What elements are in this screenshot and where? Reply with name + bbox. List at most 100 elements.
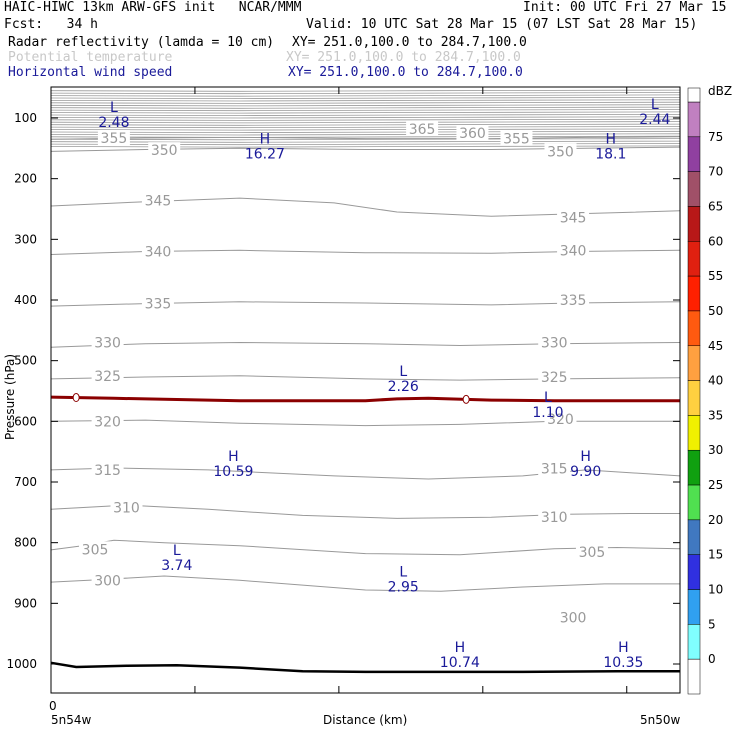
colorbar-level-label: 45 (708, 339, 723, 353)
field2-xy: XY= 251.0,100.0 to 284.7,100.0 (286, 50, 521, 65)
theta-contour-label: 300 (560, 610, 587, 626)
theta-label-bg (91, 572, 124, 588)
y-tick-label: 1000 (6, 657, 37, 671)
wind-extremum: L3.74 (161, 543, 192, 574)
wind-speed-extrema: L2.48L2.44H16.27H18.1L2.26L1.10H10.59H9.… (98, 97, 670, 671)
y-tick-label: 700 (14, 475, 37, 489)
theta-label-bg (538, 334, 571, 350)
potential-temperature-contours: 300 300 305 305 310 310 315 315 320 320 325 325 330 3… (50, 120, 681, 626)
theta-contour-label: 330 (541, 335, 568, 351)
colorbar-swatch (687, 554, 701, 590)
theta-label-bg (141, 243, 174, 259)
field1-name: Radar reflectivity (lamda = 10 cm) (8, 35, 275, 50)
wind-extremum-value: 10.35 (603, 655, 643, 671)
theta-label-bg (544, 410, 577, 426)
y-tick-label: 500 (14, 354, 37, 368)
theta-label-bg (557, 292, 590, 307)
theta-contour-label: 310 (113, 500, 140, 516)
theta-label-bg (538, 509, 571, 525)
upper-theta-line (50, 114, 681, 117)
upper-theta-line (50, 118, 681, 121)
wind-extremum-type: L (173, 543, 181, 559)
wind-extremum: H10.35 (603, 640, 643, 671)
wind-extremum: L2.44 (639, 97, 670, 128)
wind-extremum: H10.59 (213, 449, 253, 480)
colorbar-swatch (687, 206, 701, 242)
wind-extremum: H10.74 (440, 640, 480, 671)
upper-theta-line (50, 133, 681, 136)
colorbar-swatch (687, 449, 701, 486)
colorbar-level-label: 10 (708, 583, 723, 597)
colorbar-level-label: 30 (708, 443, 723, 457)
header-title: HAIC-HIWC 13km ARW-GFS init NCAR/MMM (4, 0, 302, 15)
theta-label-bg (456, 125, 489, 141)
wind-extremum-type: L (399, 364, 407, 380)
colorbar-level-label: 20 (708, 513, 723, 527)
upper-theta-line (50, 89, 681, 92)
upper-theta-line (50, 130, 681, 134)
x-end-label: 5n50w (640, 713, 681, 727)
colorbar-swatch (687, 310, 701, 347)
theta-contour-label: 310 (541, 510, 568, 526)
wind-extremum-type: L (544, 390, 552, 406)
colorbar-level-label: 75 (708, 130, 723, 144)
wind-extremum: L1.10 (532, 390, 563, 421)
wind-extremum-value: 3.74 (161, 558, 192, 574)
upper-theta-line (50, 121, 681, 124)
theta-label-bg (148, 142, 181, 158)
colorbar-swatch (687, 171, 701, 207)
wind-extremum: L2.95 (388, 565, 419, 596)
theta-contour-line (50, 419, 680, 427)
theta-label-bg (575, 543, 608, 559)
theta-contour-label: 305 (579, 545, 606, 561)
colorbar-swatch (687, 624, 701, 660)
freezing-marker (72, 393, 80, 403)
upper-theta-line (50, 106, 681, 109)
theta-contour-label: 315 (94, 463, 121, 479)
theta-contour-label: 305 (82, 542, 109, 558)
theta-contour-label: 300 (94, 573, 121, 589)
field3-xy: XY= 251.0,100.0 to 284.7,100.0 (288, 65, 523, 80)
theta-contour-label: 315 (541, 462, 568, 478)
wind-extremum-value: 9.90 (570, 464, 601, 480)
wind-extremum-value: 2.95 (388, 580, 419, 596)
wind-extremum-type: H (618, 640, 629, 656)
field1-xy: XY= 251.0,100.0 to 284.7,100.0 (292, 35, 527, 50)
theta-label-bg (91, 413, 124, 429)
theta-contour-line (50, 504, 680, 519)
theta-contour-label: 320 (94, 414, 121, 430)
colorbar-swatch (687, 101, 701, 138)
wind-extremum-type: H (580, 449, 591, 465)
y-tick-label: 800 (14, 536, 37, 550)
upper-theta-line (50, 104, 681, 107)
freezing-level-line (50, 395, 680, 403)
colorbar-swatch (687, 345, 701, 381)
theta-label-bg (91, 334, 124, 350)
theta-contour-label: 350 (547, 144, 574, 160)
x-start-label: 5n54w (51, 713, 92, 727)
colorbar-swatch (687, 415, 701, 451)
upper-theta-line (50, 94, 681, 97)
plot-frame (50, 86, 681, 694)
theta-contour-label: 360 (459, 126, 486, 142)
colorbar-level-label: 65 (708, 199, 723, 213)
theta-contour-label: 340 (145, 244, 172, 260)
theta-contour-line (50, 375, 681, 381)
upper-theta-line (50, 135, 681, 138)
theta-label-bg (538, 369, 571, 385)
theta-contour-label: 320 (547, 412, 574, 428)
upper-theta-line (50, 92, 681, 95)
upper-theta-line (50, 109, 681, 112)
theta-contour-label: 325 (541, 370, 568, 386)
colorbar-level-label: 60 (708, 234, 723, 248)
theta-label-bg (141, 192, 174, 208)
theta-contour-label: 335 (145, 297, 172, 313)
theta-contour-label: 350 (151, 143, 178, 159)
wind-extremum-value: 10.59 (213, 464, 253, 480)
upper-theta-line (50, 111, 681, 114)
y-tick-label: 900 (14, 596, 37, 610)
x-axis-title: Distance (km) (323, 713, 407, 727)
colorbar-level-label: 0 (708, 652, 716, 666)
field3-name: Horizontal wind speed (8, 65, 173, 80)
